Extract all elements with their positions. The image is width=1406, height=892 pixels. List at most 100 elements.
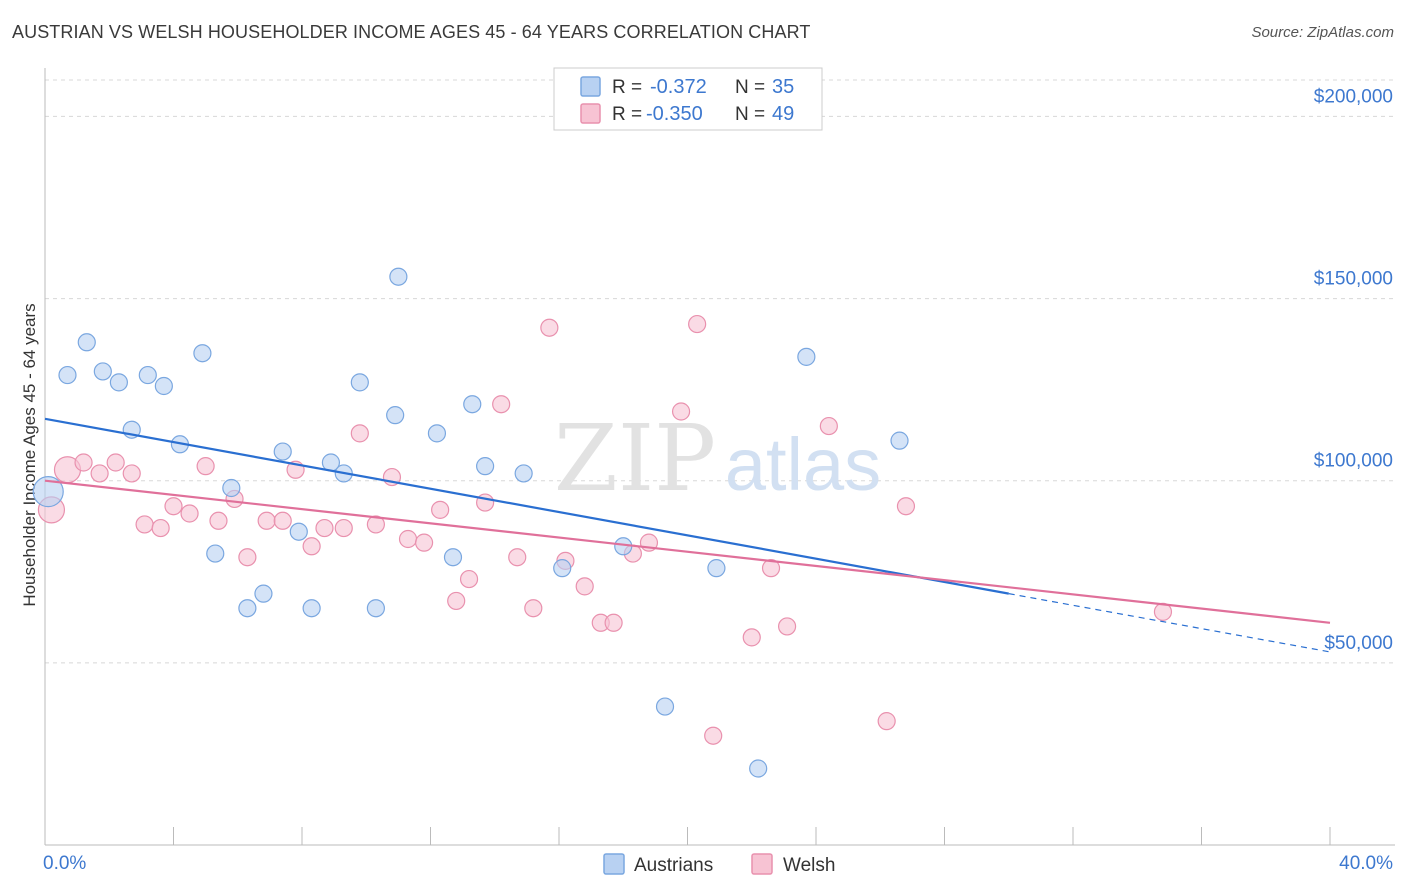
- austrians-point: [749, 759, 768, 778]
- austrians-point: [476, 457, 495, 476]
- austrians-point: [553, 559, 572, 578]
- austrians-point: [890, 431, 909, 450]
- welsh-point: [196, 457, 215, 476]
- welsh-point: [180, 504, 199, 523]
- welsh-point: [366, 515, 385, 534]
- legend-swatch-austrians: [603, 853, 625, 875]
- trend-lines: [44, 417, 1331, 653]
- welsh-point: [540, 318, 559, 337]
- austrians-point: [350, 373, 369, 392]
- stats-legend: R = -0.372 N = 35 R = -0.350 N = 49: [553, 67, 823, 131]
- austrians-point: [254, 584, 273, 603]
- austrians-trend-line-extension: [1008, 593, 1331, 653]
- welsh-point: [209, 511, 228, 530]
- welsh-point: [302, 537, 321, 556]
- austrians-point: [77, 333, 96, 352]
- welsh-point: [575, 577, 594, 596]
- welsh-point: [604, 613, 623, 632]
- welsh-point: [524, 599, 543, 618]
- austrians-point: [366, 599, 385, 618]
- welsh-point: [447, 591, 466, 611]
- chart-title: AUSTRIAN VS WELSH HOUSEHOLDER INCOME AGE…: [12, 22, 811, 42]
- welsh-point: [431, 500, 450, 519]
- welsh-point: [896, 497, 916, 516]
- welsh-point: [106, 453, 125, 472]
- austrians-points: [32, 267, 909, 778]
- austrians-point: [238, 599, 257, 618]
- welsh-point: [315, 518, 334, 538]
- stats-n-label-welsh: N =: [735, 104, 765, 125]
- welsh-point: [238, 548, 257, 567]
- welsh-point: [819, 416, 838, 436]
- austrians-point: [707, 559, 726, 578]
- austrians-point: [514, 464, 533, 483]
- stats-r-value-welsh: -0.350: [646, 103, 703, 125]
- austrians-point: [222, 478, 241, 498]
- welsh-point: [350, 424, 369, 443]
- axis-layer: $50,000 $100,000 $150,000 $200,000 0.0% 40.0%: [43, 68, 1395, 874]
- watermark-zip: ZIP: [554, 405, 716, 512]
- welsh-point: [257, 511, 276, 530]
- welsh-point: [704, 726, 723, 745]
- austrians-point: [463, 395, 482, 414]
- welsh-point: [459, 569, 479, 589]
- stats-r-label-welsh: R =: [612, 104, 642, 125]
- welsh-point: [761, 559, 781, 578]
- stats-r-label-austrians: R =: [612, 77, 642, 98]
- x-tick-label: 40.0%: [1339, 853, 1393, 874]
- welsh-point: [74, 453, 93, 472]
- austrians-point: [797, 347, 816, 366]
- stats-n-value-welsh: 49: [772, 103, 794, 125]
- welsh-point: [122, 464, 141, 483]
- austrians-trend-line: [44, 417, 1009, 595]
- stats-legend-swatch-austrians: [580, 76, 601, 97]
- welsh-point: [671, 402, 691, 421]
- austrians-point: [58, 365, 77, 385]
- austrians-point: [193, 344, 212, 363]
- welsh-point: [334, 518, 353, 538]
- austrians-point: [154, 376, 173, 396]
- austrians-point: [138, 365, 157, 385]
- y-tick-label: $150,000: [1314, 269, 1393, 290]
- welsh-point: [688, 314, 707, 334]
- y-tick-label: $100,000: [1314, 451, 1393, 472]
- welsh-point: [398, 529, 418, 549]
- chart-source: Source: ZipAtlas.com: [1251, 24, 1394, 41]
- welsh-point: [151, 518, 170, 538]
- stats-n-label-austrians: N =: [735, 77, 765, 98]
- welsh-point: [777, 617, 797, 636]
- austrians-point: [273, 442, 292, 461]
- welsh-point: [877, 712, 896, 731]
- x-tick-label: 0.0%: [43, 853, 86, 874]
- y-tick-label: $200,000: [1314, 86, 1393, 107]
- welsh-point: [273, 511, 292, 530]
- welsh-trend-line: [44, 479, 1331, 624]
- austrians-point: [289, 522, 308, 541]
- welsh-point: [90, 464, 109, 483]
- y-tick-label: $50,000: [1324, 633, 1393, 654]
- legend-label-austrians: Austrians: [634, 855, 713, 876]
- welsh-point: [135, 515, 154, 534]
- austrians-point: [655, 697, 675, 716]
- stats-legend-swatch-welsh: [580, 103, 601, 124]
- welsh-point: [414, 533, 434, 552]
- watermark: ZIP atlas: [554, 405, 881, 512]
- austrians-point: [302, 599, 321, 618]
- watermark-atlas: atlas: [725, 423, 881, 506]
- austrians-point: [389, 267, 408, 286]
- austrians-point: [93, 362, 112, 381]
- austrians-point: [386, 406, 405, 425]
- austrians-point: [427, 424, 447, 443]
- bottom-legend: Austrians Welsh: [603, 853, 835, 876]
- austrians-point: [443, 548, 463, 567]
- welsh-point: [492, 395, 511, 414]
- stats-n-value-austrians: 35: [772, 76, 794, 98]
- legend-label-welsh: Welsh: [783, 855, 835, 876]
- welsh-points: [37, 314, 1173, 745]
- stats-r-value-austrians: -0.372: [650, 76, 707, 98]
- austrians-point: [32, 476, 64, 508]
- welsh-point: [742, 628, 761, 647]
- austrians-point: [109, 373, 128, 392]
- welsh-point: [508, 548, 527, 567]
